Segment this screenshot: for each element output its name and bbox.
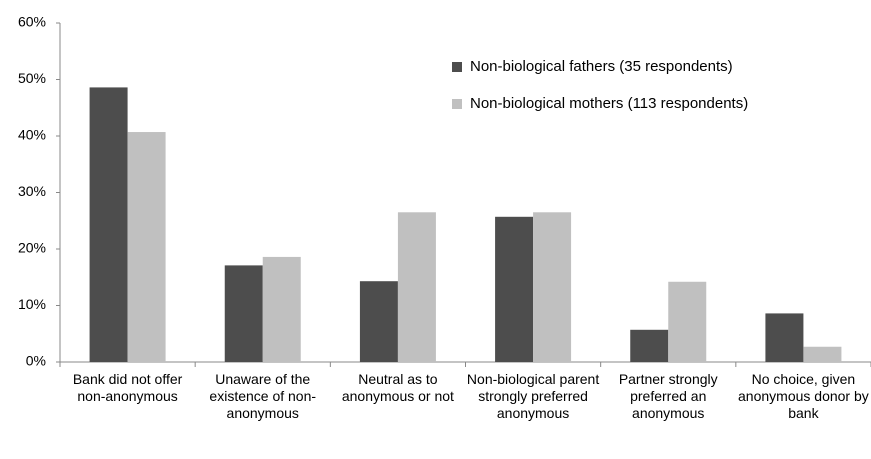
y-tick-label: 10% (18, 296, 46, 312)
legend-label: Non-biological fathers (35 respondents) (470, 58, 733, 75)
bar (262, 256, 301, 362)
x-tick-label: Partner strongly preferred an anonymous (618, 371, 718, 421)
x-tick-label: Bank did not offer non-anonymous (72, 371, 183, 404)
bar (359, 281, 398, 362)
y-tick-label: 20% (18, 240, 46, 256)
legend-label: Non-biological mothers (113 respondents) (470, 95, 748, 112)
bar (533, 212, 572, 362)
x-tick-label: Unaware of the existence of non-anonymou… (209, 371, 317, 421)
bar (224, 265, 263, 362)
bar (803, 346, 842, 362)
y-tick-label: 60% (18, 14, 46, 30)
bar (630, 329, 669, 362)
bar (127, 132, 166, 362)
y-tick-label: 50% (18, 70, 46, 86)
y-tick-label: 0% (26, 353, 46, 369)
y-tick-label: 40% (18, 127, 46, 143)
bar (397, 212, 436, 362)
bar (668, 281, 707, 362)
legend-swatch (452, 99, 462, 109)
y-tick-label: 30% (18, 183, 46, 199)
bar (495, 216, 534, 362)
x-tick-label: Neutral as to anonymous or not (341, 371, 454, 404)
legend-swatch (452, 62, 462, 72)
x-tick-label: No choice, given anonymous donor by bank (738, 371, 869, 421)
bar (765, 313, 804, 362)
bar (89, 87, 128, 362)
x-tick-label: Non-biological parent strongly preferred… (466, 371, 600, 421)
